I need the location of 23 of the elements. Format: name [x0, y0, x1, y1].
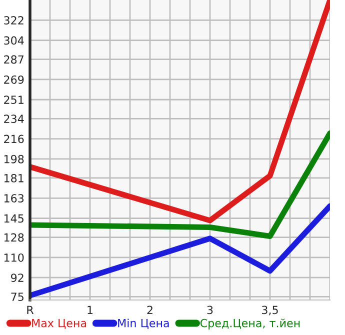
y-tick-label: 287 [4, 55, 24, 64]
y-tick-label: 251 [4, 96, 24, 104]
legend-label: Max Цена [32, 319, 86, 329]
y-tick-label: 322 [4, 16, 24, 25]
y-tick-label: 163 [4, 194, 24, 203]
y-tick-label: 181 [4, 174, 24, 182]
y-tick-label: 92 [11, 274, 24, 282]
y-tick-label: 198 [4, 154, 24, 164]
y-tick-label: 128 [4, 233, 24, 242]
y-tick-label: 145 [4, 214, 24, 223]
y-tick-label: 234 [4, 114, 24, 124]
legend-label: Сред.Цена, т.йен [200, 318, 300, 330]
y-tick-label: 75 [11, 292, 24, 302]
legend-label: Min Цена [118, 318, 169, 329]
x-tick-label: 3,5 [262, 306, 278, 316]
y-tick-label: 110 [4, 253, 24, 262]
y-tick-label: 269 [4, 75, 24, 84]
y-tick-label: 304 [4, 36, 24, 45]
y-tick-label: 216 [4, 134, 24, 144]
x-tick-label: 2 [147, 306, 152, 314]
x-tick-label: R [27, 306, 34, 314]
x-tick-label: 1 [88, 306, 93, 314]
x-tick-label: 3 [207, 306, 213, 314]
